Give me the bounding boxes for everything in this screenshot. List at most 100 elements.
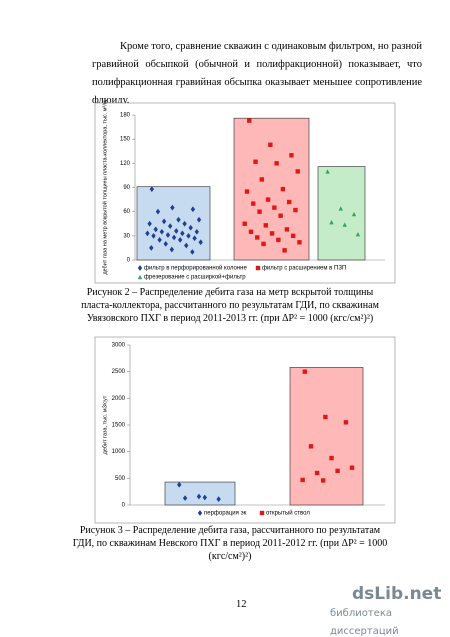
point	[289, 153, 294, 158]
range-box	[289, 367, 364, 506]
range-box	[164, 481, 236, 506]
point	[242, 221, 247, 226]
legend-label: фильтр с расширением в ПЗП	[262, 266, 346, 272]
y-tick-label: 60	[123, 209, 130, 215]
point	[202, 494, 207, 501]
y-axis-label: дебит газа, тыс. м3/сут	[102, 395, 108, 454]
caption: Рисунок 2 – Распределение дебита газа на…	[81, 287, 379, 324]
point	[314, 470, 320, 476]
y-tick-label: 1500	[112, 423, 126, 429]
point	[272, 205, 277, 210]
legend-label: фильтр в перфорированной колонне	[144, 265, 247, 272]
point	[174, 228, 179, 234]
point	[153, 226, 158, 233]
caption: Рисунок 3 – Распределение дебита газа, р…	[72, 525, 388, 562]
point	[188, 224, 193, 231]
page-number: 12	[236, 599, 247, 610]
point	[170, 204, 175, 211]
point	[284, 227, 290, 232]
point	[259, 177, 265, 182]
point	[329, 219, 334, 225]
point	[257, 209, 262, 214]
point	[265, 197, 271, 202]
legend-marker	[259, 510, 265, 516]
y-tick-label: 2000	[112, 396, 126, 402]
y-tick-label: 0	[127, 258, 131, 264]
legend-marker	[137, 274, 143, 280]
point	[308, 444, 314, 449]
point	[282, 248, 287, 253]
point	[276, 237, 281, 243]
point	[196, 216, 202, 223]
point	[165, 232, 171, 238]
point	[177, 237, 183, 243]
point	[300, 477, 305, 483]
point	[182, 220, 187, 227]
point	[244, 189, 250, 194]
point	[355, 232, 361, 237]
point	[149, 245, 154, 251]
range-box	[317, 166, 366, 261]
point	[167, 223, 173, 230]
point	[286, 199, 292, 205]
legend-marker	[137, 265, 143, 271]
y-tick-label: 1000	[112, 449, 126, 455]
point	[268, 142, 273, 148]
point	[325, 169, 330, 174]
legend-label: перфорация эк	[204, 511, 247, 517]
point	[274, 161, 279, 166]
point	[329, 455, 334, 461]
point	[247, 118, 252, 123]
point	[163, 241, 168, 247]
y-axis-label: дебит газа на метр вскрытой толщины плас…	[101, 100, 108, 275]
point	[342, 222, 347, 227]
y-tick-label: 0	[122, 503, 126, 509]
point	[190, 249, 195, 255]
point	[147, 220, 152, 227]
point	[302, 369, 308, 374]
watermark-tagline: библиотека диссертаций	[330, 608, 399, 637]
point	[343, 420, 349, 425]
point	[278, 213, 283, 218]
point	[351, 211, 357, 217]
y-tick-label: 150	[120, 137, 131, 143]
point	[293, 207, 298, 213]
point	[190, 206, 196, 213]
point	[192, 235, 197, 242]
point	[349, 465, 355, 470]
watermark-logo: dsLib.net	[352, 584, 442, 604]
point	[186, 232, 191, 239]
y-tick-label: 500	[115, 476, 126, 482]
point	[290, 233, 296, 239]
paragraph: Кроме того, сравнение скважин с одинаков…	[92, 41, 422, 106]
point	[161, 218, 167, 225]
point	[338, 206, 343, 211]
point	[184, 242, 189, 249]
y-tick-label: 3000	[112, 343, 126, 349]
legend-marker	[197, 510, 203, 516]
point	[295, 169, 300, 174]
y-tick-label: 180	[120, 113, 131, 119]
point	[171, 234, 177, 241]
point	[182, 495, 188, 501]
point	[169, 246, 175, 253]
point	[320, 478, 326, 483]
y-tick-label: 90	[123, 185, 130, 191]
point	[157, 237, 162, 243]
point	[297, 240, 302, 245]
point	[145, 230, 150, 237]
point	[149, 186, 155, 192]
point	[255, 235, 260, 240]
y-tick-label: 2500	[112, 369, 126, 375]
legend-label: фрезерование с расширкой+фильтр	[144, 274, 246, 281]
point	[280, 186, 286, 192]
point	[269, 231, 275, 236]
point	[196, 493, 202, 500]
y-tick-label: 30	[123, 233, 130, 239]
point	[180, 230, 185, 237]
point	[335, 468, 340, 474]
legend-marker	[255, 265, 261, 271]
legend-label: открытый ствол	[266, 510, 310, 517]
